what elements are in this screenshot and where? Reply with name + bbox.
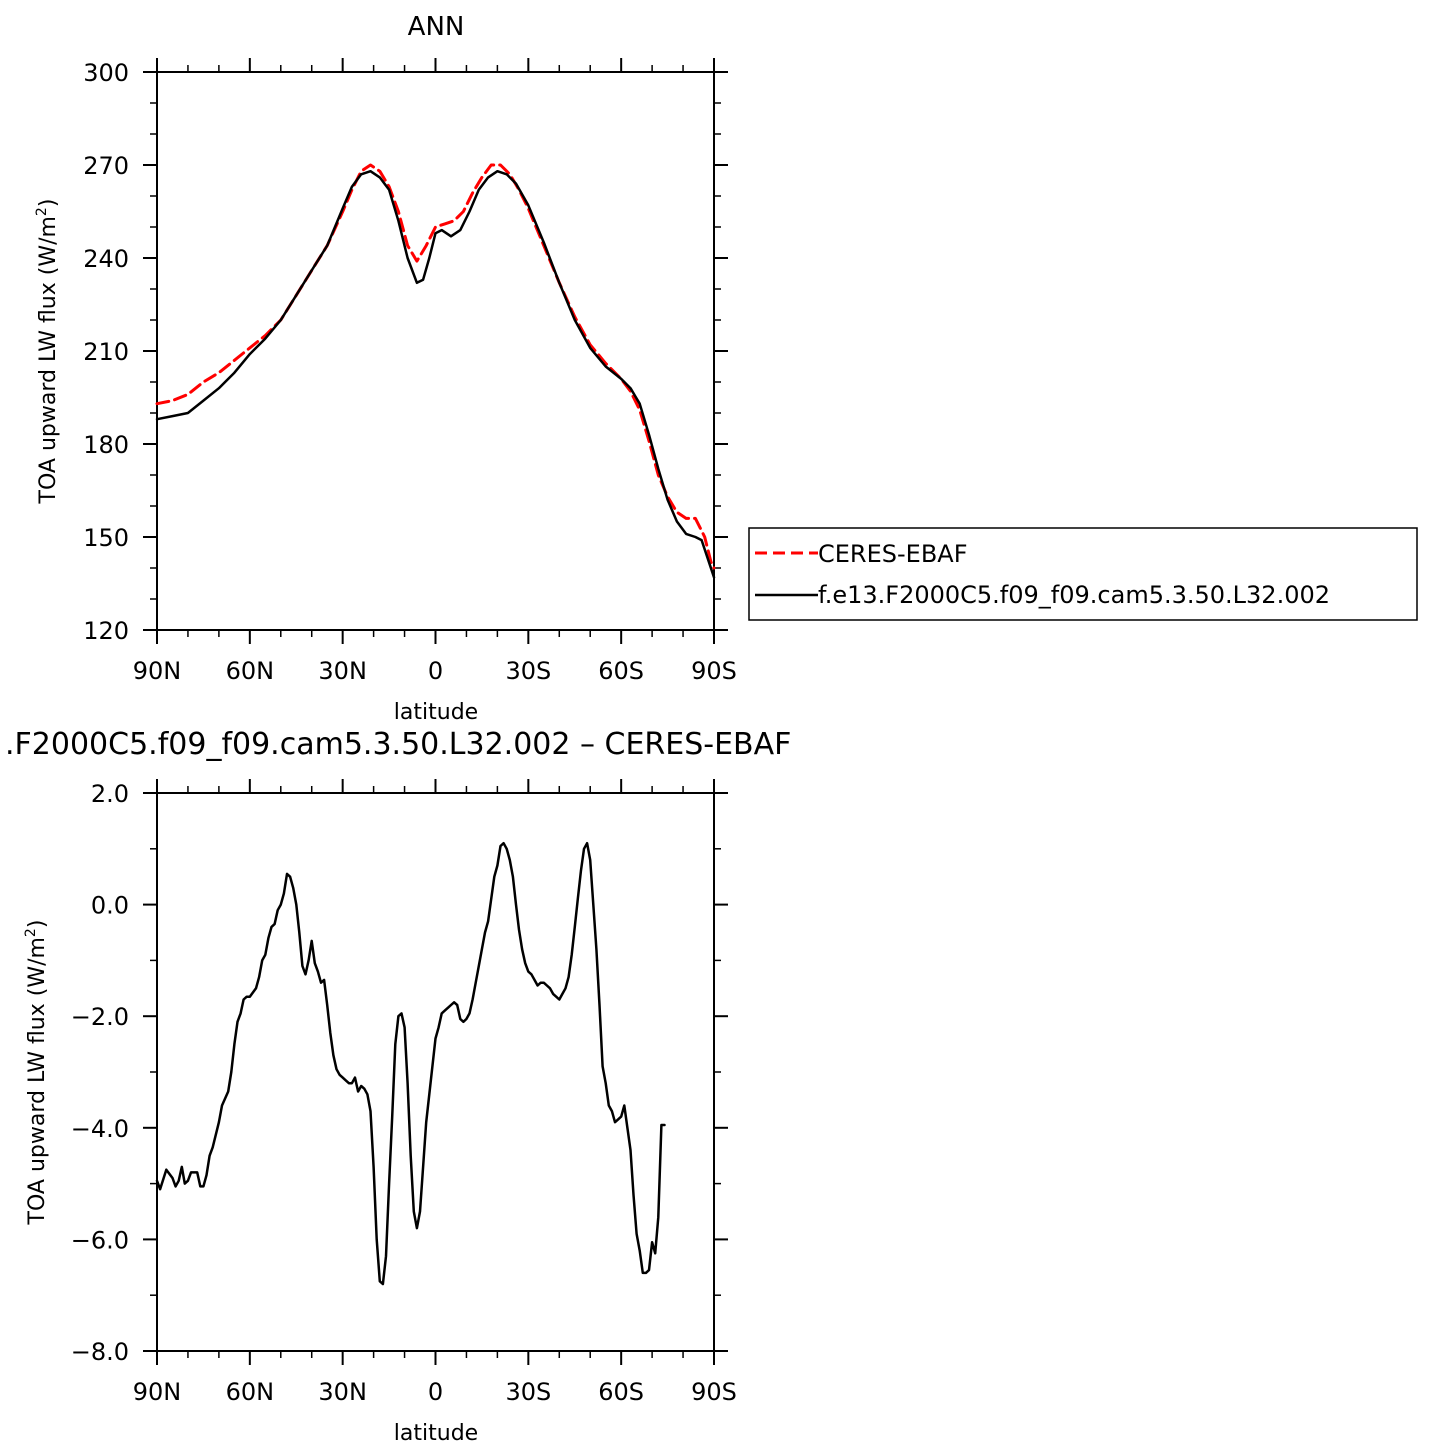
y-tick-label: −8.0 <box>71 1338 129 1366</box>
y-tick-label: 0.0 <box>91 892 129 920</box>
series-line-0-1 <box>155 169 716 579</box>
y-tick-label: 180 <box>83 431 129 459</box>
chart-top-title: ANN <box>408 12 465 42</box>
y-tick-label: 120 <box>83 617 129 645</box>
x-tick-label: 90S <box>691 657 737 685</box>
y-tick-label: −6.0 <box>71 1226 129 1254</box>
x-tick-label: 30N <box>318 1378 367 1406</box>
x-tick-label: 60N <box>226 1378 275 1406</box>
chart-top-axes: 90N 60N 30N 0 30S 60S 90S 120 150 180 210 240 270 300 <box>83 58 737 685</box>
x-tick-label: 60S <box>598 1378 644 1406</box>
y-tick-label: −4.0 <box>71 1115 129 1143</box>
chart-top-plot-frame <box>156 71 715 631</box>
y-tick-label: 270 <box>83 152 129 180</box>
legend-label-model: f.e13.F2000C5.f09_f09.cam5.3.50.L32.002 <box>818 581 1330 609</box>
chart-top-ylabel: TOA upward LW flux (W/m2) <box>34 199 61 505</box>
x-tick-label: 60N <box>226 657 275 685</box>
chart-bottom-ylabel: TOA upward LW flux (W/m2) <box>23 920 50 1226</box>
y-tick-label: 240 <box>83 245 129 273</box>
chart-bottom-axes: 90N 60N 30N 0 30S 60S 90S −8.0 −6.0 −4.0 −2.0 0.0 2.… <box>71 779 737 1406</box>
legend: CERES-EBAF f.e13.F2000C5.f09_f09.cam5.3.… <box>748 527 1418 621</box>
x-tick-label: 30N <box>318 657 367 685</box>
legend-label-ceres-ebaf: CERES-EBAF <box>818 540 968 568</box>
chart-bottom: .F2000C5.f09_f09.cam5.3.50.L32.002 – CER… <box>5 727 791 1446</box>
x-tick-label: 0 <box>428 657 443 685</box>
y-tick-label: −2.0 <box>71 1003 129 1031</box>
x-tick-label: 0 <box>428 1378 443 1406</box>
y-tick-label: 210 <box>83 338 129 366</box>
chart-top-lines <box>155 163 716 579</box>
y-tick-label: 2.0 <box>91 780 129 808</box>
chart-top-xlabel: latitude <box>394 700 478 725</box>
x-tick-label: 90S <box>691 1378 737 1406</box>
series-line-1-0 <box>155 841 666 1286</box>
chart-bottom-plot-frame <box>156 792 715 1352</box>
chart-bottom-title: .F2000C5.f09_f09.cam5.3.50.L32.002 – CER… <box>5 727 791 762</box>
legend-box <box>748 527 1418 621</box>
x-tick-label: 30S <box>505 657 551 685</box>
x-tick-label: 90N <box>133 657 182 685</box>
chart-bottom-lines <box>155 841 666 1286</box>
x-tick-label: 90N <box>133 1378 182 1406</box>
chart-bottom-xlabel: latitude <box>394 1421 478 1446</box>
chart-top: ANN 90N 60N 30N 0 30S 60S 90S 120 150 180 210 240 27… <box>34 12 737 725</box>
y-tick-label: 300 <box>83 59 129 87</box>
y-tick-label: 150 <box>83 524 129 552</box>
x-tick-label: 30S <box>505 1378 551 1406</box>
x-tick-label: 60S <box>598 657 644 685</box>
